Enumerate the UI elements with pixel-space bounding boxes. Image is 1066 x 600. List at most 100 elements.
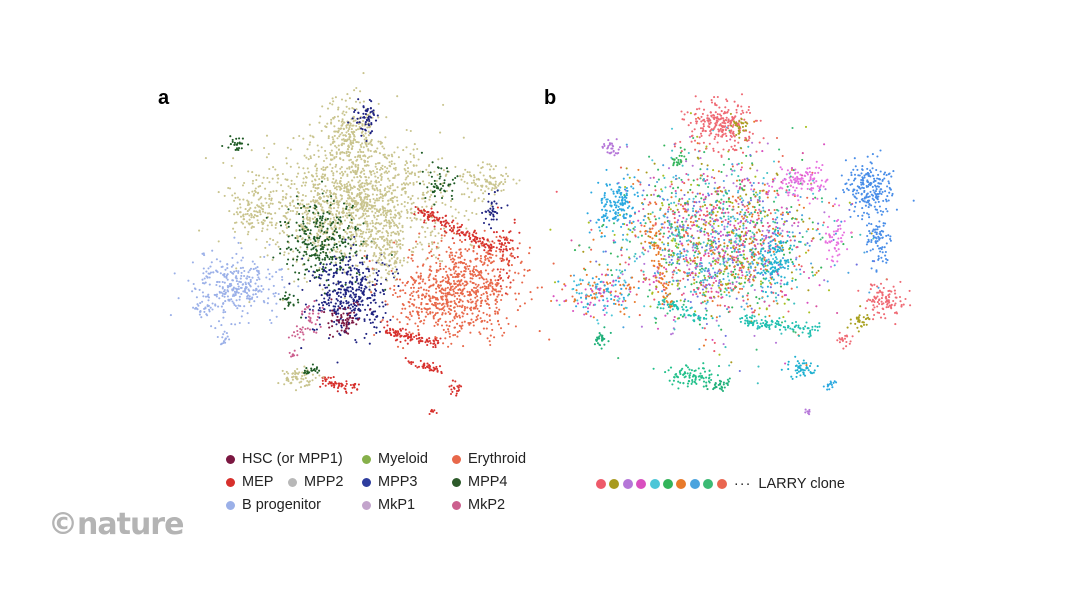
- cell-point: [475, 275, 478, 278]
- cell-point: [374, 310, 377, 313]
- cell-point: [338, 227, 341, 230]
- cell-point: [435, 367, 439, 370]
- cell-point: [339, 180, 342, 183]
- cell-point: [430, 241, 434, 244]
- cell-point: [329, 143, 332, 146]
- cell-point: [324, 378, 327, 381]
- cell-point: [307, 203, 310, 206]
- cell-point: [239, 211, 242, 214]
- cell-point: [303, 365, 306, 368]
- cell-point: [191, 261, 194, 264]
- cell-point: [230, 284, 233, 287]
- cell-point: [265, 240, 269, 243]
- cell-point: [375, 326, 378, 329]
- cell-point: [370, 180, 373, 183]
- cell-point: [513, 218, 516, 221]
- cell-point: [281, 297, 285, 300]
- cell-point: [300, 184, 303, 187]
- cell-point: [349, 158, 352, 161]
- cell-point: [484, 287, 487, 290]
- cell-point: [421, 280, 424, 283]
- cell-point: [392, 231, 395, 234]
- cell-point: [422, 322, 425, 325]
- cell-point: [420, 308, 423, 311]
- cell-point: [366, 304, 370, 307]
- cell-point: [320, 310, 323, 313]
- cell-point: [425, 168, 428, 171]
- cell-point: [406, 175, 410, 178]
- cell-point: [387, 232, 390, 235]
- cell-point: [749, 219, 752, 222]
- cell-point: [247, 271, 250, 274]
- cell-point: [237, 271, 240, 274]
- cell-point: [358, 217, 361, 220]
- cell-point: [389, 216, 392, 219]
- cell-point: [303, 369, 306, 372]
- cell-point: [369, 296, 372, 300]
- cell-point: [512, 248, 515, 251]
- cell-point: [304, 181, 308, 184]
- cell-point: [406, 333, 409, 336]
- cell-point: [517, 272, 520, 275]
- cell-point: [345, 205, 348, 208]
- cell-point: [469, 270, 472, 273]
- cell-point: [300, 199, 303, 202]
- cell-point: [501, 334, 504, 337]
- cell-point: [421, 197, 424, 200]
- cell-point: [453, 387, 456, 390]
- cell-point: [394, 166, 397, 169]
- cell-point: [222, 309, 225, 312]
- cell-point: [432, 315, 435, 319]
- cell-point: [498, 248, 501, 251]
- cell-point: [812, 192, 815, 195]
- cell-point: [229, 143, 232, 146]
- cell-point: [432, 253, 435, 257]
- cell-point: [236, 213, 239, 216]
- cell-point: [365, 110, 369, 113]
- cell-point: [273, 142, 276, 145]
- cell-point: [349, 238, 352, 241]
- cell-point: [434, 312, 438, 315]
- cell-point: [464, 270, 467, 273]
- cell-point: [410, 257, 413, 260]
- cell-point: [375, 218, 378, 221]
- cell-point: [424, 235, 427, 239]
- cell-point: [808, 217, 811, 220]
- cell-point: [304, 225, 307, 228]
- cell-point: [442, 342, 445, 345]
- cell-point: [296, 210, 299, 213]
- cell-point: [330, 170, 333, 173]
- cell-point: [342, 312, 345, 315]
- cell-point: [407, 183, 410, 186]
- cell-point: [310, 190, 313, 193]
- cell-point: [280, 184, 283, 187]
- cell-point: [474, 240, 477, 243]
- cell-point: [405, 162, 409, 165]
- cell-point: [299, 386, 303, 389]
- cell-point: [488, 175, 492, 178]
- cell-point: [406, 170, 410, 173]
- cell-point: [493, 184, 496, 187]
- cell-point: [234, 323, 237, 326]
- cell-point: [358, 244, 361, 247]
- cell-point: [338, 321, 341, 324]
- cell-point: [482, 198, 485, 201]
- cell-point: [344, 134, 347, 137]
- cell-point: [244, 287, 247, 290]
- cell-point: [331, 309, 334, 312]
- cell-point: [436, 242, 440, 245]
- cell-point: [375, 221, 378, 224]
- cell-point: [334, 257, 337, 261]
- cell-point: [370, 155, 373, 158]
- cell-point: [421, 248, 424, 251]
- cell-point: [387, 190, 391, 193]
- cell-point: [279, 252, 282, 255]
- cell-point: [463, 295, 466, 298]
- cell-point: [750, 215, 754, 218]
- cell-point: [493, 288, 496, 291]
- cell-point: [345, 126, 348, 129]
- cell-point: [241, 266, 245, 269]
- cell-point: [330, 301, 333, 304]
- cell-point: [482, 282, 485, 285]
- cell-point: [499, 268, 502, 271]
